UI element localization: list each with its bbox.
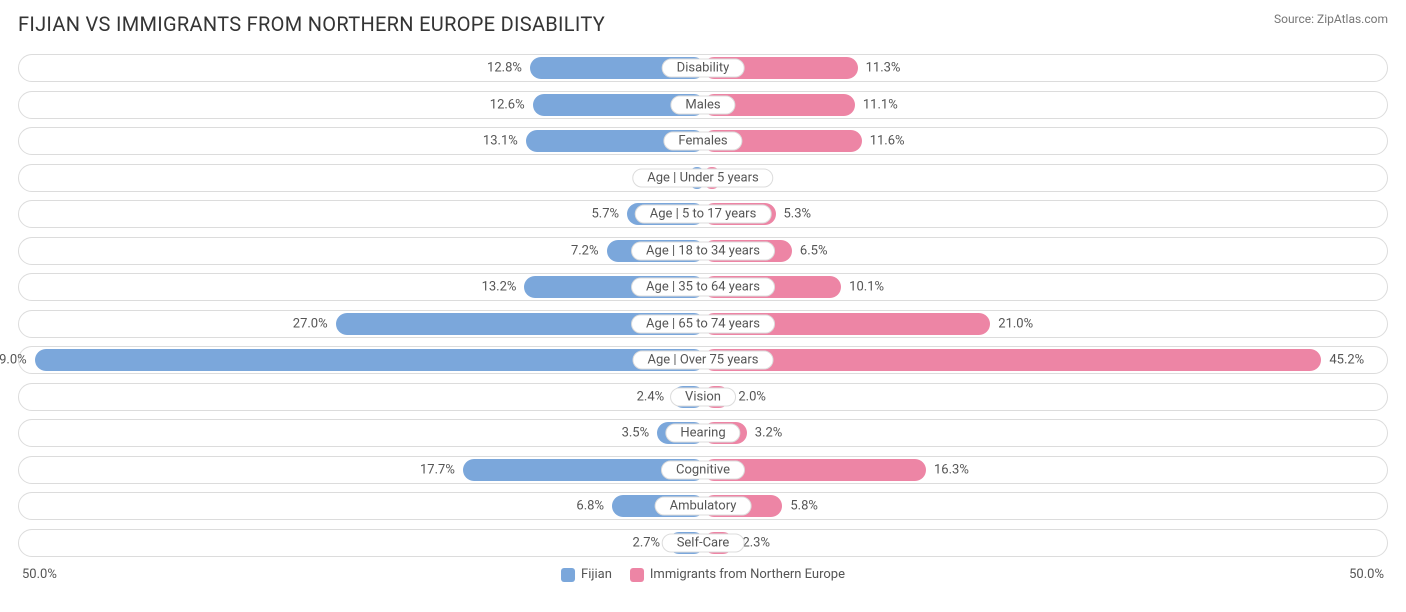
value-left: 12.8% [487,61,522,76]
row-label: Self-Care [662,533,745,552]
row-label: Age | 18 to 34 years [631,241,775,260]
legend-item: Fijian [561,567,612,582]
value-right: 21.0% [998,316,1033,331]
legend-swatch [561,568,575,582]
value-left: 3.5% [622,426,650,441]
chart-row: 2.4% 2.0%Vision [18,383,1388,411]
axis-max-right: 50.0% [1349,567,1384,582]
bar-left [35,349,705,371]
value-left: 13.2% [482,280,517,295]
legend-label: Immigrants from Northern Europe [650,567,845,582]
legend-swatch [630,568,644,582]
value-right: 11.1% [863,97,898,112]
legend-item: Immigrants from Northern Europe [630,567,845,582]
chart-header: FIJIAN VS IMMIGRANTS FROM NORTHERN EUROP… [18,12,1388,36]
row-label: Disability [662,59,745,78]
chart-legend: Fijian Immigrants from Northern Europe [561,567,845,582]
row-label: Age | Under 5 years [632,168,773,187]
value-right: 16.3% [934,462,969,477]
row-label: Males [670,95,735,114]
value-left: 7.2% [571,243,599,258]
row-label: Age | 5 to 17 years [635,205,772,224]
value-right: 5.3% [784,207,812,222]
value-right: 3.2% [755,426,783,441]
value-left: 12.6% [490,97,525,112]
chart-row: 5.7% 5.3% Age | 5 to 17 years [18,200,1388,228]
row-label: Vision [670,387,736,406]
value-left: 5.7% [591,207,619,222]
value-left: 13.1% [483,134,518,149]
value-right: 5.8% [790,499,818,514]
chart-title: FIJIAN VS IMMIGRANTS FROM NORTHERN EUROP… [18,12,605,36]
chart-row: 13.2% 10.1% Age | 35 to 64 years [18,273,1388,301]
value-right: 6.5% [800,243,828,258]
bar-right [703,349,1321,371]
value-left: 2.4% [637,389,665,404]
axis-max-left: 50.0% [22,567,57,582]
value-left: 2.7% [633,535,661,550]
chart-row: 1.2%1.3%Age | Under 5 years [18,164,1388,192]
chart-row: 3.5% 3.2% Hearing [18,419,1388,447]
row-label: Hearing [665,424,740,443]
value-left: 49.0% [0,353,27,368]
diverging-bar-chart: 12.8% 11.3% Disability 12.6% 11.1% Males 13.1%… [18,54,1388,557]
chart-source: Source: ZipAtlas.com [1274,12,1388,26]
row-label: Cognitive [661,460,745,479]
row-label: Females [663,132,742,151]
row-label: Age | 65 to 74 years [631,314,775,333]
chart-row: 12.8% 11.3% Disability [18,54,1388,82]
chart-row: 13.1% 11.6% Females [18,127,1388,155]
legend-label: Fijian [581,567,612,582]
chart-row: 7.2% 6.5% Age | 18 to 34 years [18,237,1388,265]
row-label: Age | 35 to 64 years [631,278,775,297]
chart-row: 2.7% 2.3%Self-Care [18,529,1388,557]
chart-row: 12.6% 11.1% Males [18,91,1388,119]
value-left: 27.0% [293,316,328,331]
row-label: Ambulatory [655,497,752,516]
row-label: Age | Over 75 years [633,351,774,370]
value-right: 10.1% [849,280,884,295]
value-right: 11.3% [866,61,901,76]
value-left: 6.8% [576,499,604,514]
value-right: 45.2% [1329,353,1364,368]
chart-row: 17.7% 16.3% Cognitive [18,456,1388,484]
value-right: 2.3% [742,535,770,550]
chart-footer: 50.0% Fijian Immigrants from Northern Eur… [18,565,1388,587]
chart-row: 27.0% 21.0% Age | 65 to 74 years [18,310,1388,338]
chart-row: 49.0%45.2%Age | Over 75 years [18,346,1388,374]
value-right: 11.6% [870,134,905,149]
value-right: 2.0% [738,389,766,404]
chart-row: 6.8% 5.8% Ambulatory [18,492,1388,520]
value-left: 17.7% [420,462,455,477]
